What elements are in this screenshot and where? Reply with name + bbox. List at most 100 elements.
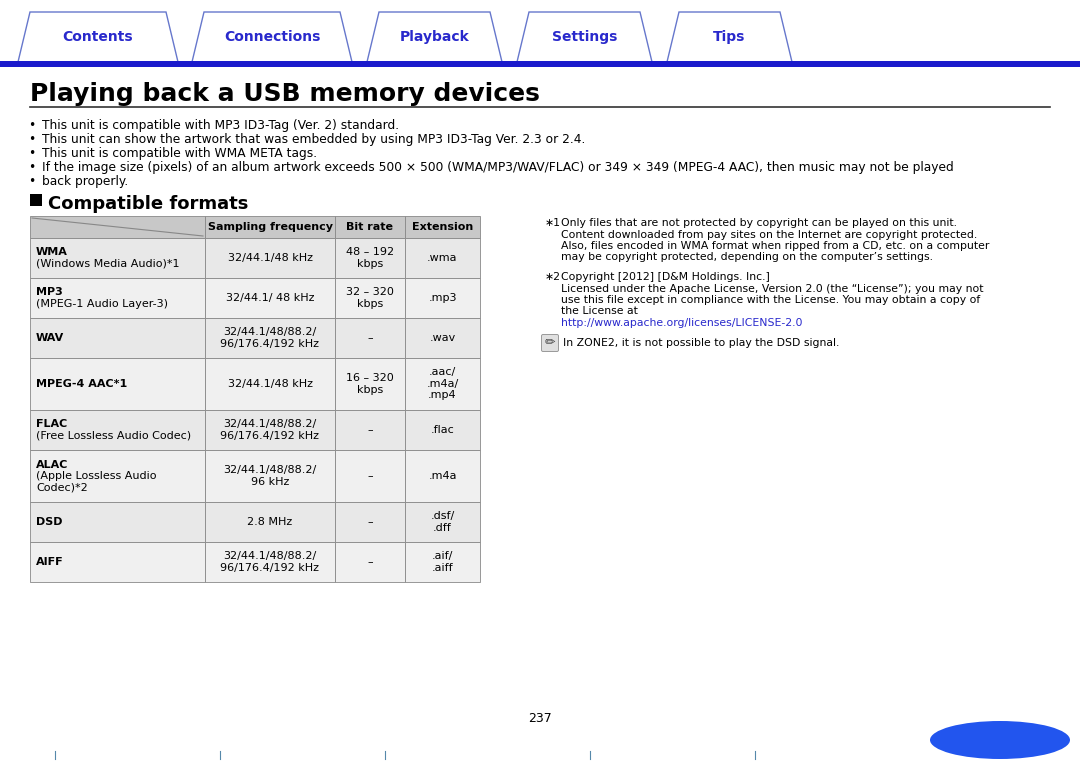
Bar [335, 238, 405, 278]
Text: may be copyright protected, depending on the computer’s settings.: may be copyright protected, depending on… [561, 253, 933, 263]
Text: ∗2: ∗2 [545, 272, 561, 282]
Text: 2.8 MHz: 2.8 MHz [247, 517, 293, 527]
Bar [30, 194, 42, 206]
Text: kbps: kbps [356, 259, 383, 269]
Text: –: – [367, 333, 373, 343]
Text: .mp4: .mp4 [428, 390, 457, 400]
Bar [405, 410, 480, 450]
Bar [205, 238, 335, 278]
Bar [405, 502, 480, 542]
Text: (Free Lossless Audio Codec): (Free Lossless Audio Codec) [36, 431, 191, 441]
Text: use this file except in compliance with the License. You may obtain a copy of: use this file except in compliance with … [561, 295, 981, 305]
Text: 32/44.1/48/88.2/: 32/44.1/48/88.2/ [224, 551, 316, 562]
Bar [335, 502, 405, 542]
Text: AIFF: AIFF [36, 557, 64, 567]
Text: .m4a/: .m4a/ [427, 379, 459, 389]
Bar [30, 358, 205, 410]
Text: 32/44.1/48/88.2/: 32/44.1/48/88.2/ [224, 465, 316, 476]
Text: Also, files encoded in WMA format when ripped from a CD, etc. on a computer: Also, files encoded in WMA format when r… [561, 241, 989, 251]
Text: .aac/: .aac/ [429, 368, 456, 377]
Bar [30, 318, 205, 358]
Text: .wav: .wav [430, 333, 456, 343]
Text: 237: 237 [528, 712, 552, 724]
Text: .dsf/: .dsf/ [430, 511, 455, 521]
Text: WAV: WAV [36, 333, 64, 343]
Bar [335, 410, 405, 450]
Text: (MPEG-1 Audio Layer-3): (MPEG-1 Audio Layer-3) [36, 299, 168, 309]
Text: •: • [28, 119, 36, 132]
Polygon shape [192, 12, 352, 62]
Bar [30, 410, 205, 450]
Text: –: – [367, 557, 373, 567]
Text: 32/44.1/48/88.2/: 32/44.1/48/88.2/ [224, 419, 316, 429]
Bar [205, 318, 335, 358]
FancyBboxPatch shape [541, 335, 558, 352]
Text: .wma: .wma [428, 253, 458, 263]
Text: ∗1: ∗1 [545, 218, 561, 228]
Bar [405, 450, 480, 502]
Bar [30, 216, 205, 238]
Text: Contents: Contents [63, 30, 133, 44]
Text: In ZONE2, it is not possible to play the DSD signal.: In ZONE2, it is not possible to play the… [563, 338, 839, 348]
Text: Compatible formats: Compatible formats [48, 195, 248, 213]
Text: (Windows Media Audio)*1: (Windows Media Audio)*1 [36, 259, 179, 269]
Bar [0, 61, 1080, 67]
Text: DSD: DSD [36, 517, 63, 527]
Bar [405, 542, 480, 582]
Text: back properly.: back properly. [42, 175, 129, 188]
Text: the License at: the License at [561, 307, 638, 317]
Text: 96 kHz: 96 kHz [251, 476, 289, 487]
Bar [205, 278, 335, 318]
Polygon shape [18, 12, 178, 62]
Text: Bit rate: Bit rate [347, 222, 393, 232]
Text: •: • [28, 161, 36, 174]
Bar [205, 358, 335, 410]
Text: WMA: WMA [36, 247, 68, 257]
Text: 32/44.1/ 48 kHz: 32/44.1/ 48 kHz [226, 293, 314, 303]
Text: •: • [28, 147, 36, 160]
Text: 16 – 320: 16 – 320 [346, 373, 394, 384]
Text: This unit is compatible with MP3 ID3-Tag (Ver. 2) standard.: This unit is compatible with MP3 ID3-Tag… [42, 119, 400, 132]
Text: Content downloaded from pay sites on the Internet are copyright protected.: Content downloaded from pay sites on the… [561, 230, 977, 240]
Bar [30, 238, 205, 278]
Text: 32/44.1/48/88.2/: 32/44.1/48/88.2/ [224, 327, 316, 337]
Bar [30, 502, 205, 542]
Text: Connections: Connections [224, 30, 320, 44]
Text: 48 – 192: 48 – 192 [346, 247, 394, 257]
Bar [205, 542, 335, 582]
Text: Tips: Tips [713, 30, 745, 44]
Text: .aiff: .aiff [432, 562, 454, 573]
Text: Licensed under the Apache License, Version 2.0 (the “License”); you may not: Licensed under the Apache License, Versi… [561, 284, 984, 294]
Text: •: • [28, 133, 36, 146]
Text: .aif/: .aif/ [432, 551, 454, 562]
Polygon shape [367, 12, 502, 62]
Bar [405, 318, 480, 358]
Polygon shape [517, 12, 652, 62]
Text: Extension: Extension [411, 222, 473, 232]
Bar [335, 450, 405, 502]
Polygon shape [667, 12, 792, 62]
Bar [405, 278, 480, 318]
Bar [30, 450, 205, 502]
Text: .m4a: .m4a [429, 471, 457, 481]
Text: Copyright [2012] [D&M Holdings. Inc.]: Copyright [2012] [D&M Holdings. Inc.] [561, 272, 770, 282]
Text: –: – [367, 517, 373, 527]
Text: Playing back a USB memory devices: Playing back a USB memory devices [30, 82, 540, 106]
Text: http://www.apache.org/licenses/LICENSE-2.0: http://www.apache.org/licenses/LICENSE-2… [561, 318, 802, 328]
Text: 96/176.4/192 kHz: 96/176.4/192 kHz [220, 339, 320, 349]
Bar [405, 238, 480, 278]
Text: Playback: Playback [400, 30, 470, 44]
Bar [205, 502, 335, 542]
Bar [405, 358, 480, 410]
Bar [335, 278, 405, 318]
Bar [335, 358, 405, 410]
Bar [405, 216, 480, 238]
Bar [30, 542, 205, 582]
Text: Settings: Settings [552, 30, 617, 44]
Text: (Apple Lossless Audio: (Apple Lossless Audio [36, 471, 157, 481]
Bar [335, 542, 405, 582]
Text: .flac: .flac [431, 425, 455, 435]
Bar [205, 410, 335, 450]
Bar [30, 278, 205, 318]
Text: MP3: MP3 [36, 287, 63, 298]
